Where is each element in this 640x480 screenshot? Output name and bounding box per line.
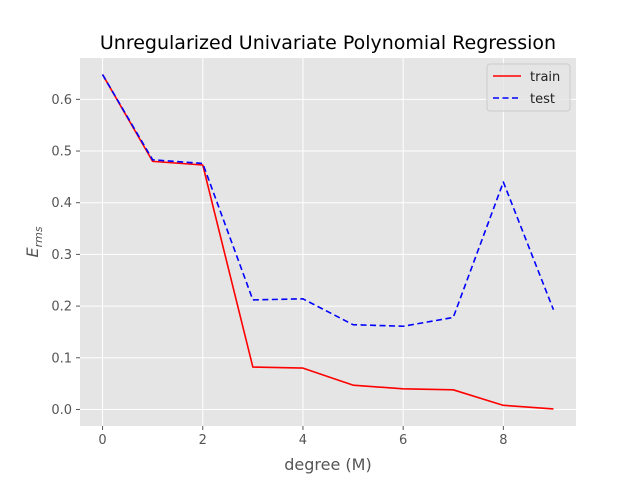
legend-label-test: test: [530, 92, 555, 107]
chart-title: Unregularized Univariate Polynomial Regr…: [100, 32, 556, 54]
y-ticks: 0.0 0.1 0.2 0.3 0.4 0.5 0.6: [51, 93, 80, 418]
plot-area: [80, 58, 576, 426]
x-axis-label: degree (M): [284, 455, 371, 474]
y-tick-label: 0.1: [51, 351, 72, 366]
series-line-train: [101, 74, 554, 410]
y-tick-label: 0.4: [51, 196, 72, 211]
x-tick-label: 4: [299, 433, 307, 448]
y-axis-label-main: E: [23, 247, 42, 258]
x-tick-label: 6: [399, 433, 407, 448]
x-ticks: 0 2 4 6 8: [98, 426, 507, 448]
y-axis-label: Erms: [23, 226, 45, 257]
y-tick-label: 0.3: [51, 248, 72, 263]
y-tick-label: 0.0: [51, 403, 72, 418]
x-tick-label: 0: [98, 433, 106, 448]
y-tick-label: 0.5: [51, 145, 72, 160]
gridlines: [80, 58, 576, 426]
legend: train test: [486, 63, 571, 112]
y-axis-label-sub: rms: [32, 226, 45, 247]
series-line-test: [101, 74, 555, 328]
series-lines: [101, 74, 555, 410]
x-tick-label: 2: [199, 433, 207, 448]
x-tick-label: 8: [499, 433, 507, 448]
legend-label-train: train: [530, 70, 560, 85]
y-tick-label: 0.6: [51, 93, 72, 108]
y-tick-label: 0.2: [51, 300, 72, 315]
